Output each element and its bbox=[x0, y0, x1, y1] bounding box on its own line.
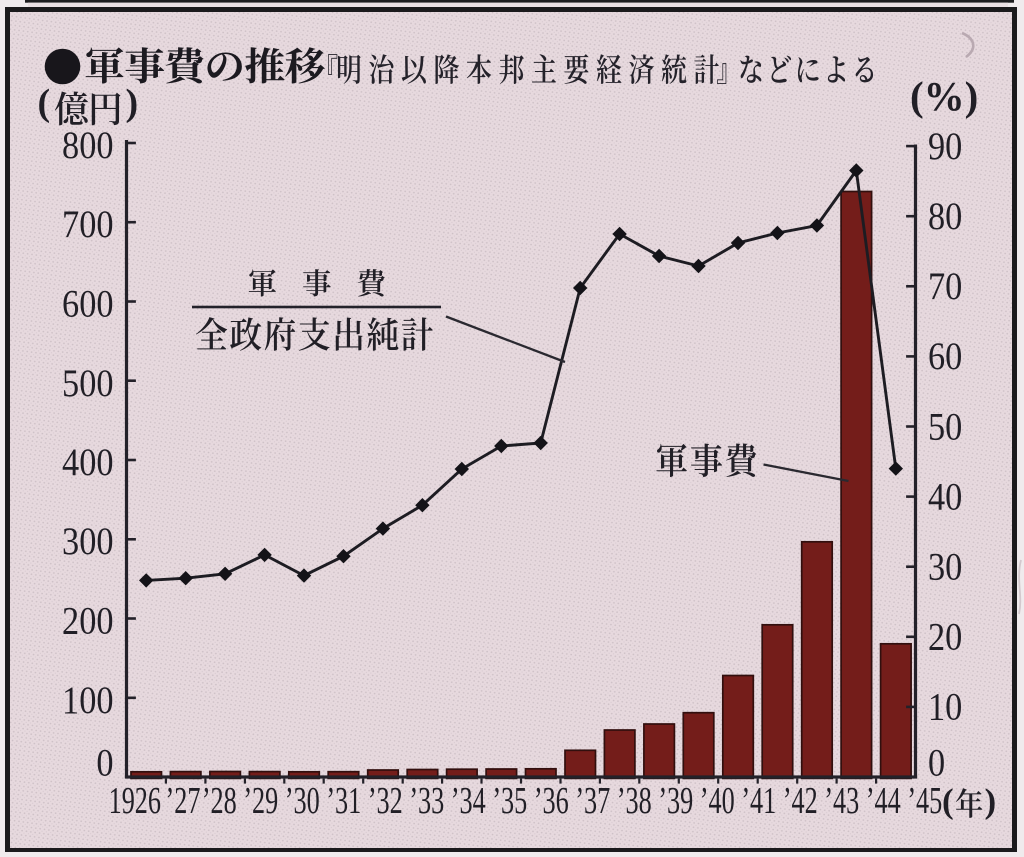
svg-text:(: ( bbox=[942, 782, 954, 821]
svg-text:’31: ’31 bbox=[326, 780, 361, 822]
svg-text:20: 20 bbox=[928, 615, 962, 659]
svg-text:700: 700 bbox=[62, 202, 113, 246]
svg-text:80: 80 bbox=[928, 194, 962, 238]
svg-text:800: 800 bbox=[62, 123, 113, 167]
svg-text:’38: ’38 bbox=[617, 780, 652, 822]
svg-text:’45: ’45 bbox=[907, 780, 942, 822]
svg-text:’27: ’27 bbox=[166, 780, 201, 822]
svg-text:1926: 1926 bbox=[109, 780, 161, 822]
svg-text:’40: ’40 bbox=[700, 780, 735, 822]
svg-text:’34: ’34 bbox=[451, 780, 486, 822]
svg-text:60: 60 bbox=[928, 334, 962, 378]
svg-text:’37: ’37 bbox=[575, 780, 610, 822]
svg-text:’41: ’41 bbox=[741, 780, 776, 822]
svg-text:300: 300 bbox=[62, 519, 113, 563]
svg-text:): ) bbox=[126, 82, 139, 124]
svg-text:90: 90 bbox=[928, 124, 962, 168]
svg-text:30: 30 bbox=[928, 544, 962, 588]
svg-text:400: 400 bbox=[62, 440, 113, 484]
svg-text:’42: ’42 bbox=[783, 780, 818, 822]
svg-text:’35: ’35 bbox=[492, 780, 527, 822]
svg-text:’33: ’33 bbox=[409, 780, 444, 822]
svg-text:): ) bbox=[985, 782, 997, 821]
svg-text:’32: ’32 bbox=[368, 780, 403, 822]
svg-text:’43: ’43 bbox=[824, 780, 859, 822]
svg-text:10: 10 bbox=[928, 685, 962, 729]
svg-text:(%): (%) bbox=[910, 73, 978, 119]
svg-text:100: 100 bbox=[62, 678, 113, 722]
svg-text:’36: ’36 bbox=[534, 780, 569, 822]
svg-text:’29: ’29 bbox=[243, 780, 278, 822]
svg-text:50: 50 bbox=[928, 404, 962, 448]
svg-text:0: 0 bbox=[928, 740, 945, 784]
svg-text:70: 70 bbox=[928, 264, 962, 308]
svg-text:40: 40 bbox=[928, 474, 962, 518]
svg-text:’44: ’44 bbox=[866, 780, 901, 822]
svg-text:200: 200 bbox=[62, 598, 113, 642]
svg-text:’39: ’39 bbox=[658, 780, 693, 822]
svg-text:(: ( bbox=[38, 82, 51, 124]
svg-text:500: 500 bbox=[62, 361, 113, 405]
svg-text:0: 0 bbox=[96, 740, 113, 784]
svg-text:600: 600 bbox=[62, 281, 113, 325]
svg-text:’30: ’30 bbox=[285, 780, 320, 822]
svg-text:’28: ’28 bbox=[202, 780, 237, 822]
